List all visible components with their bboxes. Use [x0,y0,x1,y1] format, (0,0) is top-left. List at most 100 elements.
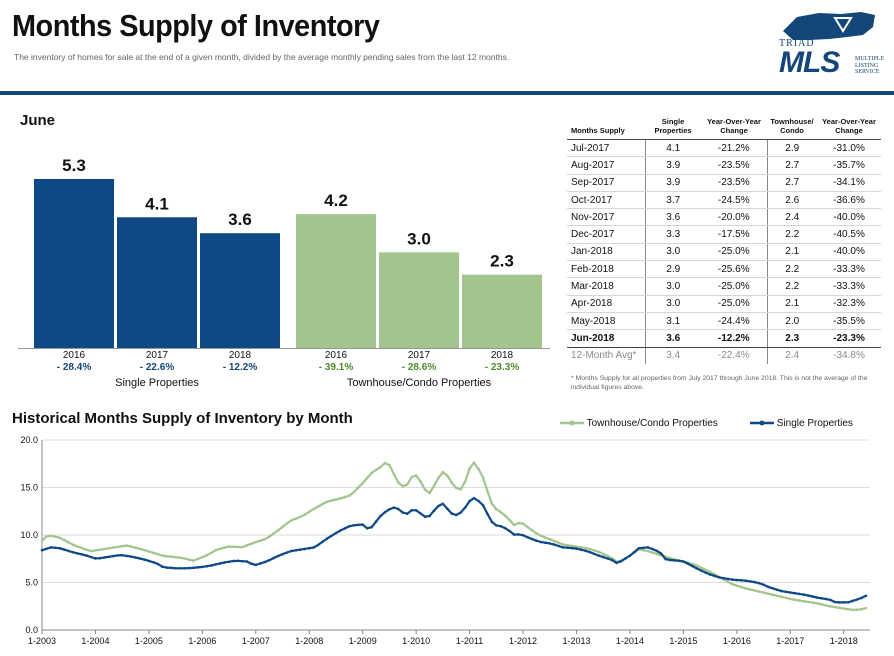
series-point [539,534,543,538]
table-cell: 2.7 [767,174,817,192]
table-cell: -25.0% [701,295,768,313]
series-point [441,502,445,506]
series-point [303,547,307,551]
series-point [437,476,440,480]
series-point [757,581,761,585]
series-point [210,564,213,567]
bar-change-label: - 39.1% [318,362,354,373]
series-point [446,474,449,477]
series-point [85,554,88,557]
series-point [579,546,583,549]
series-point [250,542,253,545]
series-point [112,554,115,558]
series-point [784,590,788,594]
series-point [321,540,324,543]
table-cell: -40.0% [817,208,881,227]
table-cell: 12-Month Avg* [567,347,646,365]
series-point [201,565,204,569]
series-point [708,570,712,574]
series-point [174,555,177,559]
series-point [642,546,645,550]
series-point [842,601,845,604]
series-point [552,543,556,546]
series-point [851,608,854,612]
series-point [214,563,217,566]
series-point [272,532,275,535]
table-cell: -22.4% [701,347,768,365]
series-point [459,488,463,491]
series-point [512,523,516,527]
table-cell: 3.0 [645,295,701,313]
series-point [851,599,854,603]
bar-year-label: 2018 [490,350,514,361]
series-point [405,483,409,486]
series-point [49,546,53,549]
series-point [766,585,770,589]
table-cell: Jul-2017 [567,139,646,158]
x-tick-label: 1-2016 [723,636,751,646]
x-tick-label: 1-2015 [669,636,697,646]
table-cell: 2.3 [767,329,817,348]
series-point [606,557,609,560]
series-point [615,561,618,565]
series-point [267,535,271,538]
series-point [374,468,378,472]
series-point [138,547,142,551]
series-point [584,549,587,552]
series-point [405,512,409,515]
series-point [824,604,828,607]
series-point [178,556,182,559]
historical-line-chart: 0.0 5.0 10.0 15.0 20.0 1-2003 1-2004 1-2005 1-20… [20,435,870,646]
series-point [245,544,249,547]
series-point [588,547,592,551]
series-point [789,591,792,594]
series-point [281,552,284,556]
table-cell: Jun-2018 [567,329,646,348]
series-point [161,565,164,568]
series-point [642,548,645,552]
series-point [165,555,168,558]
series-point [245,560,249,563]
bar-change-label: - 23.3% [484,362,520,373]
series-point [793,591,796,595]
series-point [610,558,614,562]
legend-single: Single Properties [750,418,853,429]
series-point [811,601,814,604]
series-point [659,552,663,555]
table-cell: 3.0 [645,243,701,262]
series-point [428,514,431,518]
series-point [258,562,262,565]
table-row: Sep-2017 3.9 -23.5% 2.7 -34.1% [567,174,881,192]
series-point [650,547,654,551]
table-cell: -34.8% [833,350,865,362]
series-point [499,510,503,514]
series-point [593,549,596,552]
series-point [775,588,779,591]
series-point [503,514,507,517]
table-cell: -21.2% [701,139,768,158]
series-point [833,600,837,604]
x-tick-label: 1-2003 [28,636,56,646]
series-point [811,595,814,598]
table-cell: 2.9 [645,260,701,279]
series-point [450,512,454,515]
series-point [294,517,298,520]
logo-triad-text: TRIAD [779,38,815,49]
series-point [757,590,761,593]
legend-townhouse: Townhouse/Condo Properties [560,418,718,429]
table-cell: 2.6 [767,191,817,210]
series-point [410,475,414,479]
series-point [824,597,828,601]
series-point [668,558,672,562]
series-point [673,559,676,562]
series-point [392,472,396,476]
series-point [120,544,124,548]
series-point [107,555,111,559]
series-point [334,498,338,501]
series-point [423,488,427,491]
series-point [481,503,485,507]
series-point [236,559,240,563]
series-point [54,546,57,550]
y-tick-label: 5.0 [25,578,38,588]
bar [34,179,114,348]
